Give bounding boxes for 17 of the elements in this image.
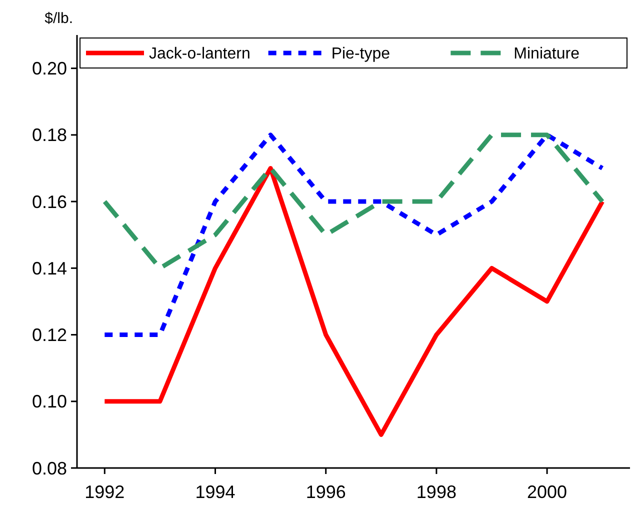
x-tick-label: 1996 <box>306 482 346 502</box>
y-tick-label: 0.14 <box>32 258 67 278</box>
legend-label: Miniature <box>514 46 580 63</box>
x-tick-label: 1994 <box>195 482 236 502</box>
legend-label: Pie-type <box>331 46 390 63</box>
x-tick-label: 2000 <box>527 482 568 502</box>
y-tick-label: 0.12 <box>32 325 67 346</box>
y-tick-label: 0.18 <box>32 125 67 146</box>
y-tick-label: 0.08 <box>32 458 67 478</box>
x-tick-label: 1992 <box>84 482 125 502</box>
x-tick-label: 1998 <box>416 482 456 502</box>
legend-label: Jack-o-lantern <box>149 46 250 63</box>
y-axis-title: $/lb. <box>44 10 73 27</box>
y-tick-label: 0.16 <box>32 192 67 212</box>
y-tick-label: 0.20 <box>32 58 67 79</box>
y-tick-label: 0.10 <box>32 392 67 412</box>
line-series <box>102 132 605 270</box>
